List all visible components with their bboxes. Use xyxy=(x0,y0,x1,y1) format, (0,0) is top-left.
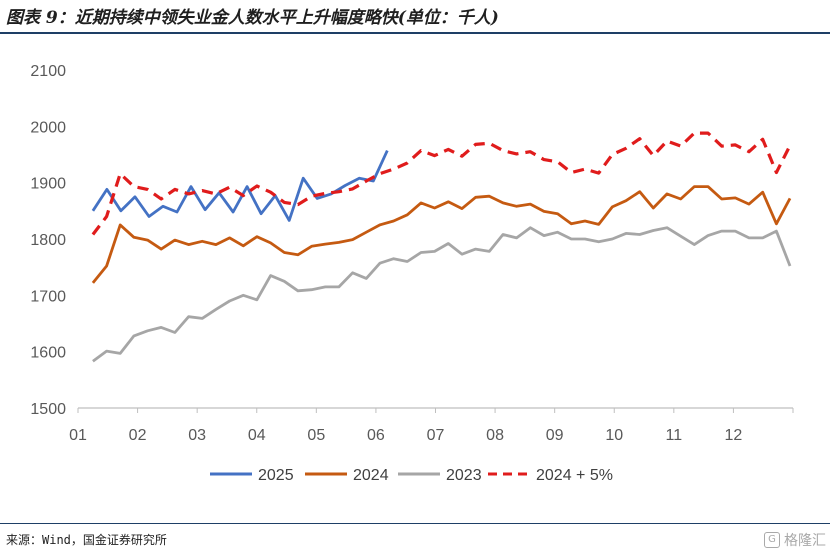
watermark-logo-icon: G xyxy=(764,532,780,548)
legend-label: 2024 + 5% xyxy=(536,467,613,484)
series-line-2024 xyxy=(91,185,792,284)
x-tick-label: 04 xyxy=(248,427,266,444)
y-tick-label: 1500 xyxy=(30,401,66,418)
y-tick-label: 1800 xyxy=(30,232,66,249)
legend-label: 2025 xyxy=(258,467,294,484)
footer-rule xyxy=(0,523,830,524)
x-tick-label: 01 xyxy=(69,427,87,444)
line-chart: 1500 1600 1700 1800 1900 2000 2100 01 02 03 04 05 06… xyxy=(30,63,794,484)
x-tick-label: 05 xyxy=(307,427,325,444)
legend-label: 2023 xyxy=(446,467,482,484)
chart-axes: 1500 1600 1700 1800 1900 2000 2100 01 02 03 04 05 06… xyxy=(30,63,794,444)
series-line-2023 xyxy=(92,226,792,363)
y-tick-label: 1600 xyxy=(30,345,66,362)
series-line-2024-5 xyxy=(91,131,792,236)
chart-legend: 2025 2024 2023 2024 + 5% xyxy=(210,467,613,484)
x-tick-label: 10 xyxy=(605,427,623,444)
x-tick-label: 08 xyxy=(486,427,504,444)
figure-title: 图表 9：近期持续中领失业金人数水平上升幅度略快(单位：千人) xyxy=(6,8,499,28)
source-note: 来源：Wind，国金证券研究所 xyxy=(6,533,167,547)
series-line-2025 xyxy=(91,150,389,222)
x-tick-label: 12 xyxy=(725,427,743,444)
watermark: G 格隆汇 xyxy=(764,530,826,550)
y-tick-label: 1700 xyxy=(30,288,66,305)
title-rule xyxy=(0,32,830,34)
chart-series xyxy=(91,131,792,363)
legend-label: 2024 xyxy=(353,467,389,484)
y-tick-label: 2100 xyxy=(30,63,66,80)
x-tick-label: 06 xyxy=(367,427,385,444)
x-tick-label: 11 xyxy=(666,427,683,444)
watermark-text: 格隆汇 xyxy=(784,533,826,549)
x-tick-label: 02 xyxy=(129,427,147,444)
x-tick-label: 03 xyxy=(188,427,206,444)
y-tick-label: 2000 xyxy=(30,119,66,136)
x-tick-label: 09 xyxy=(546,427,564,444)
y-tick-label: 1900 xyxy=(30,176,66,193)
x-tick-label: 07 xyxy=(427,427,445,444)
